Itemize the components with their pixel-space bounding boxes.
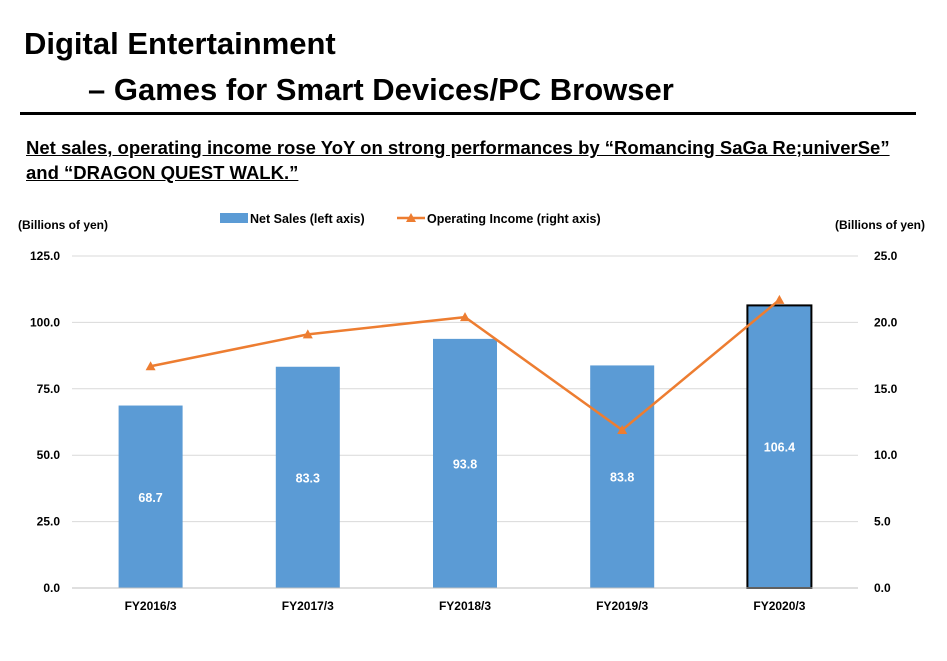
right-tick-label: 25.0 <box>874 249 898 263</box>
data-labels: 68.7 83.3 93.8 83.8 106.4 <box>138 441 795 505</box>
net-sales-data-label: 83.3 <box>296 471 320 485</box>
summary-text: Net sales, operating income rose YoY on … <box>26 137 890 183</box>
net-sales-data-label: 83.8 <box>610 471 634 485</box>
left-tick-label: 25.0 <box>37 515 61 529</box>
right-tick-label: 5.0 <box>874 515 891 529</box>
net-sales-bar <box>118 405 183 588</box>
net-sales-data-label: 106.4 <box>764 441 795 455</box>
operating-income-line <box>145 294 785 434</box>
net-sales-data-label: 68.7 <box>138 491 162 505</box>
category-label: FY2020/3 <box>753 599 805 613</box>
left-tick-label: 0.0 <box>43 581 60 595</box>
operating-income-point <box>302 329 313 339</box>
legend-bar-swatch <box>220 213 248 223</box>
category-label: FY2018/3 <box>439 599 491 613</box>
left-tick-label: 125.0 <box>30 249 60 263</box>
category-label: FY2019/3 <box>596 599 648 613</box>
left-tick-label: 50.0 <box>37 448 61 462</box>
right-axis-title: (Billions of yen) <box>835 218 925 232</box>
left-axis-title: (Billions of yen) <box>18 218 108 232</box>
legend-net-sales-label: Net Sales (left axis) <box>250 212 365 226</box>
net-sales-bar <box>433 338 497 588</box>
legend-line-marker <box>406 213 416 222</box>
net-sales-bar <box>746 304 813 589</box>
left-tick-label: 75.0 <box>37 382 61 396</box>
category-label: FY2016/3 <box>125 599 177 613</box>
legend-operating-income-label: Operating Income (right axis) <box>427 212 601 226</box>
net-sales-bars <box>118 304 813 589</box>
net-sales-bar <box>275 366 340 588</box>
legend: Net Sales (left axis) Operating Income (r… <box>220 212 601 226</box>
page-title: Digital Entertainment <box>24 26 336 61</box>
right-tick-label: 10.0 <box>874 448 898 462</box>
title-divider <box>20 112 916 115</box>
operating-income-point <box>617 424 628 434</box>
right-tick-label: 15.0 <box>874 382 898 396</box>
net-sales-bar <box>590 365 655 588</box>
page-subtitle-heading: – Games for Smart Devices/PC Browser <box>88 72 674 107</box>
right-tick-label: 20.0 <box>874 315 898 329</box>
operating-income-point <box>460 312 470 322</box>
operating-income-point <box>774 294 785 304</box>
category-label: FY2017/3 <box>282 599 334 613</box>
axes: 0.0 0.0 25.0 5.0 50.0 10.0 75.0 15.0 100.0 20.0 12… <box>18 218 925 613</box>
left-tick-label: 100.0 <box>30 315 60 329</box>
right-tick-label: 0.0 <box>874 581 891 595</box>
net-sales-data-label: 93.8 <box>453 457 477 471</box>
operating-income-point <box>145 361 156 371</box>
